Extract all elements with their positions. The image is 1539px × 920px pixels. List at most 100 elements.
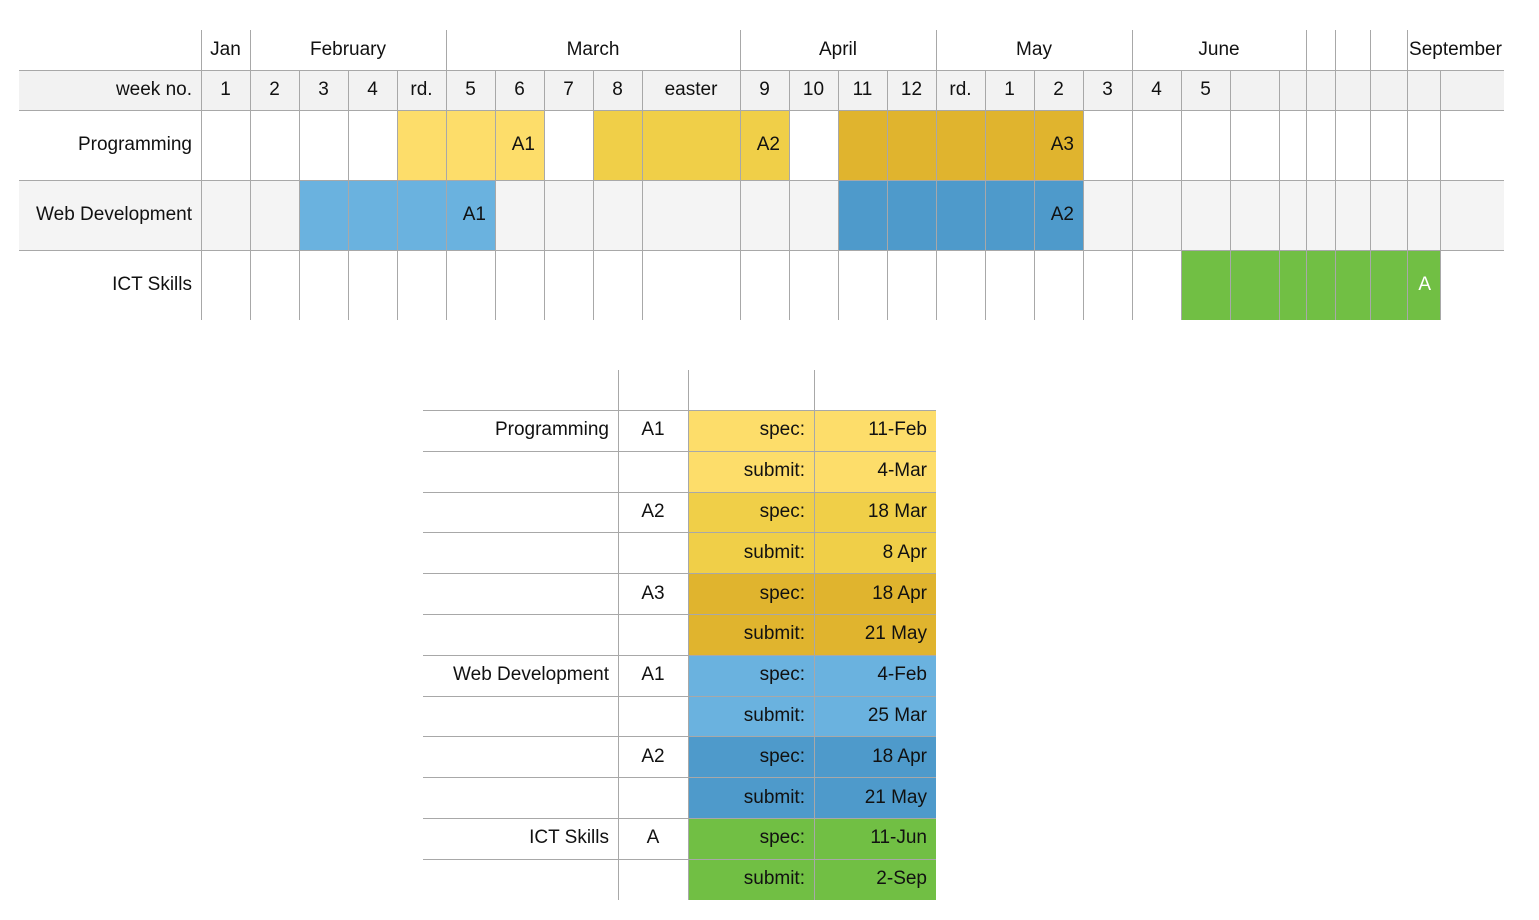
assignment-id: A2 xyxy=(641,500,665,522)
week-number: 10 xyxy=(802,79,825,100)
grid-line xyxy=(19,250,1504,251)
month-label: September xyxy=(1409,39,1502,60)
course-name xyxy=(423,614,618,655)
grid-line xyxy=(814,370,815,900)
deadline-date: 18 Apr xyxy=(872,582,927,604)
week-number: 7 xyxy=(563,79,574,100)
grid-line xyxy=(936,30,937,320)
deadline-date: 21 May xyxy=(864,786,927,808)
grid-line xyxy=(740,30,741,320)
deadline-type: submit: xyxy=(743,541,805,563)
grid-line xyxy=(423,736,936,737)
deadline-date: 18 Apr xyxy=(872,745,927,767)
week-number: 9 xyxy=(759,79,770,100)
assignment-id: A1 xyxy=(641,419,665,441)
grid-line xyxy=(423,614,936,615)
grid-line xyxy=(397,70,398,320)
grid-line xyxy=(838,70,839,320)
gantt-bar: A2 xyxy=(593,110,789,180)
week-row-label: week no. xyxy=(115,79,192,100)
grid-line xyxy=(423,777,936,778)
grid-line xyxy=(348,70,349,320)
deadline-date: 4-Mar xyxy=(877,460,927,482)
grid-line xyxy=(423,492,936,493)
deadline-color-band xyxy=(688,858,936,900)
grid-line xyxy=(642,70,643,320)
week-number: easter xyxy=(664,79,718,100)
course-name xyxy=(423,451,618,492)
course-name xyxy=(423,696,618,737)
grid-line xyxy=(495,70,496,320)
grid-line xyxy=(423,410,936,411)
week-number: 8 xyxy=(612,79,623,100)
course-row-label: ICT Skills xyxy=(112,274,192,295)
assignment-id: A2 xyxy=(641,745,665,767)
week-number: 2 xyxy=(1053,79,1064,100)
week-number: 4 xyxy=(1151,79,1162,100)
week-number: 5 xyxy=(1200,79,1211,100)
grid-line xyxy=(250,30,251,320)
month-label: Jan xyxy=(210,39,241,60)
deadline-color-band xyxy=(688,491,936,533)
grid-line xyxy=(423,696,936,697)
month-label: May xyxy=(1016,39,1052,60)
deadline-date: 8 Apr xyxy=(882,541,927,563)
course-name xyxy=(423,859,618,900)
deadline-date: 2-Sep xyxy=(876,868,927,890)
week-number: 12 xyxy=(900,79,923,100)
grid-line xyxy=(688,370,689,900)
row-band-web-development xyxy=(19,180,1504,250)
grid-line xyxy=(789,70,790,320)
week-number: 3 xyxy=(318,79,329,100)
grid-line xyxy=(299,70,300,320)
grid-line xyxy=(19,110,1504,111)
deadline-color-band xyxy=(688,450,936,492)
deadline-type: spec: xyxy=(759,419,805,441)
grid-line xyxy=(446,30,447,320)
grid-line xyxy=(19,180,1504,181)
grid-line xyxy=(1370,30,1371,320)
grid-line xyxy=(423,859,936,860)
gantt-bar: A2 xyxy=(838,180,1083,250)
assignment-marker: A1 xyxy=(511,134,535,155)
assignment-id xyxy=(618,859,688,900)
schedule-gantt-grid: A1 A2 A3 A1 A2 A Jan February March April May June S… xyxy=(0,0,1539,330)
deadline-type: submit: xyxy=(743,460,805,482)
grid-line xyxy=(618,370,619,900)
deadline-type: spec: xyxy=(759,745,805,767)
deadline-type: spec: xyxy=(759,664,805,686)
deadline-type: submit: xyxy=(743,786,805,808)
course-name xyxy=(423,736,618,777)
grid-line xyxy=(593,70,594,320)
deadline-date: 11-Feb xyxy=(868,419,927,441)
assignment-id xyxy=(618,451,688,492)
grid-line xyxy=(1440,70,1441,320)
grid-line xyxy=(423,573,936,574)
assignment-id xyxy=(618,532,688,573)
assignment-id xyxy=(618,777,688,818)
assignment-id xyxy=(618,614,688,655)
week-number: 1 xyxy=(220,79,231,100)
deadline-type: spec: xyxy=(759,582,805,604)
deadline-color-band xyxy=(688,614,936,655)
deadline-color-band xyxy=(688,532,936,574)
grid-line xyxy=(201,30,202,320)
course-name xyxy=(423,573,618,614)
month-label: April xyxy=(818,39,857,60)
deadline-date: 18 Mar xyxy=(867,500,927,522)
grid-line xyxy=(1181,70,1182,320)
week-number: 5 xyxy=(465,79,476,100)
assignment-id: A3 xyxy=(641,582,665,604)
assignment-marker: A2 xyxy=(1050,204,1074,225)
grid-line xyxy=(423,451,936,452)
week-header-band xyxy=(19,70,1504,110)
deadline-color-band xyxy=(688,573,936,615)
month-label: February xyxy=(309,39,387,60)
assignment-marker: A xyxy=(1418,274,1431,295)
grid-line xyxy=(423,532,936,533)
deadline-type: submit: xyxy=(743,868,805,890)
gantt-bar: A3 xyxy=(838,110,1083,180)
gantt-bar: A xyxy=(1181,250,1440,320)
deadline-color-band xyxy=(688,777,936,819)
month-label: June xyxy=(1198,39,1240,60)
